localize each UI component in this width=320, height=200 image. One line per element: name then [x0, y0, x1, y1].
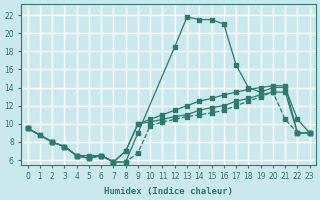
X-axis label: Humidex (Indice chaleur): Humidex (Indice chaleur)	[104, 187, 233, 196]
